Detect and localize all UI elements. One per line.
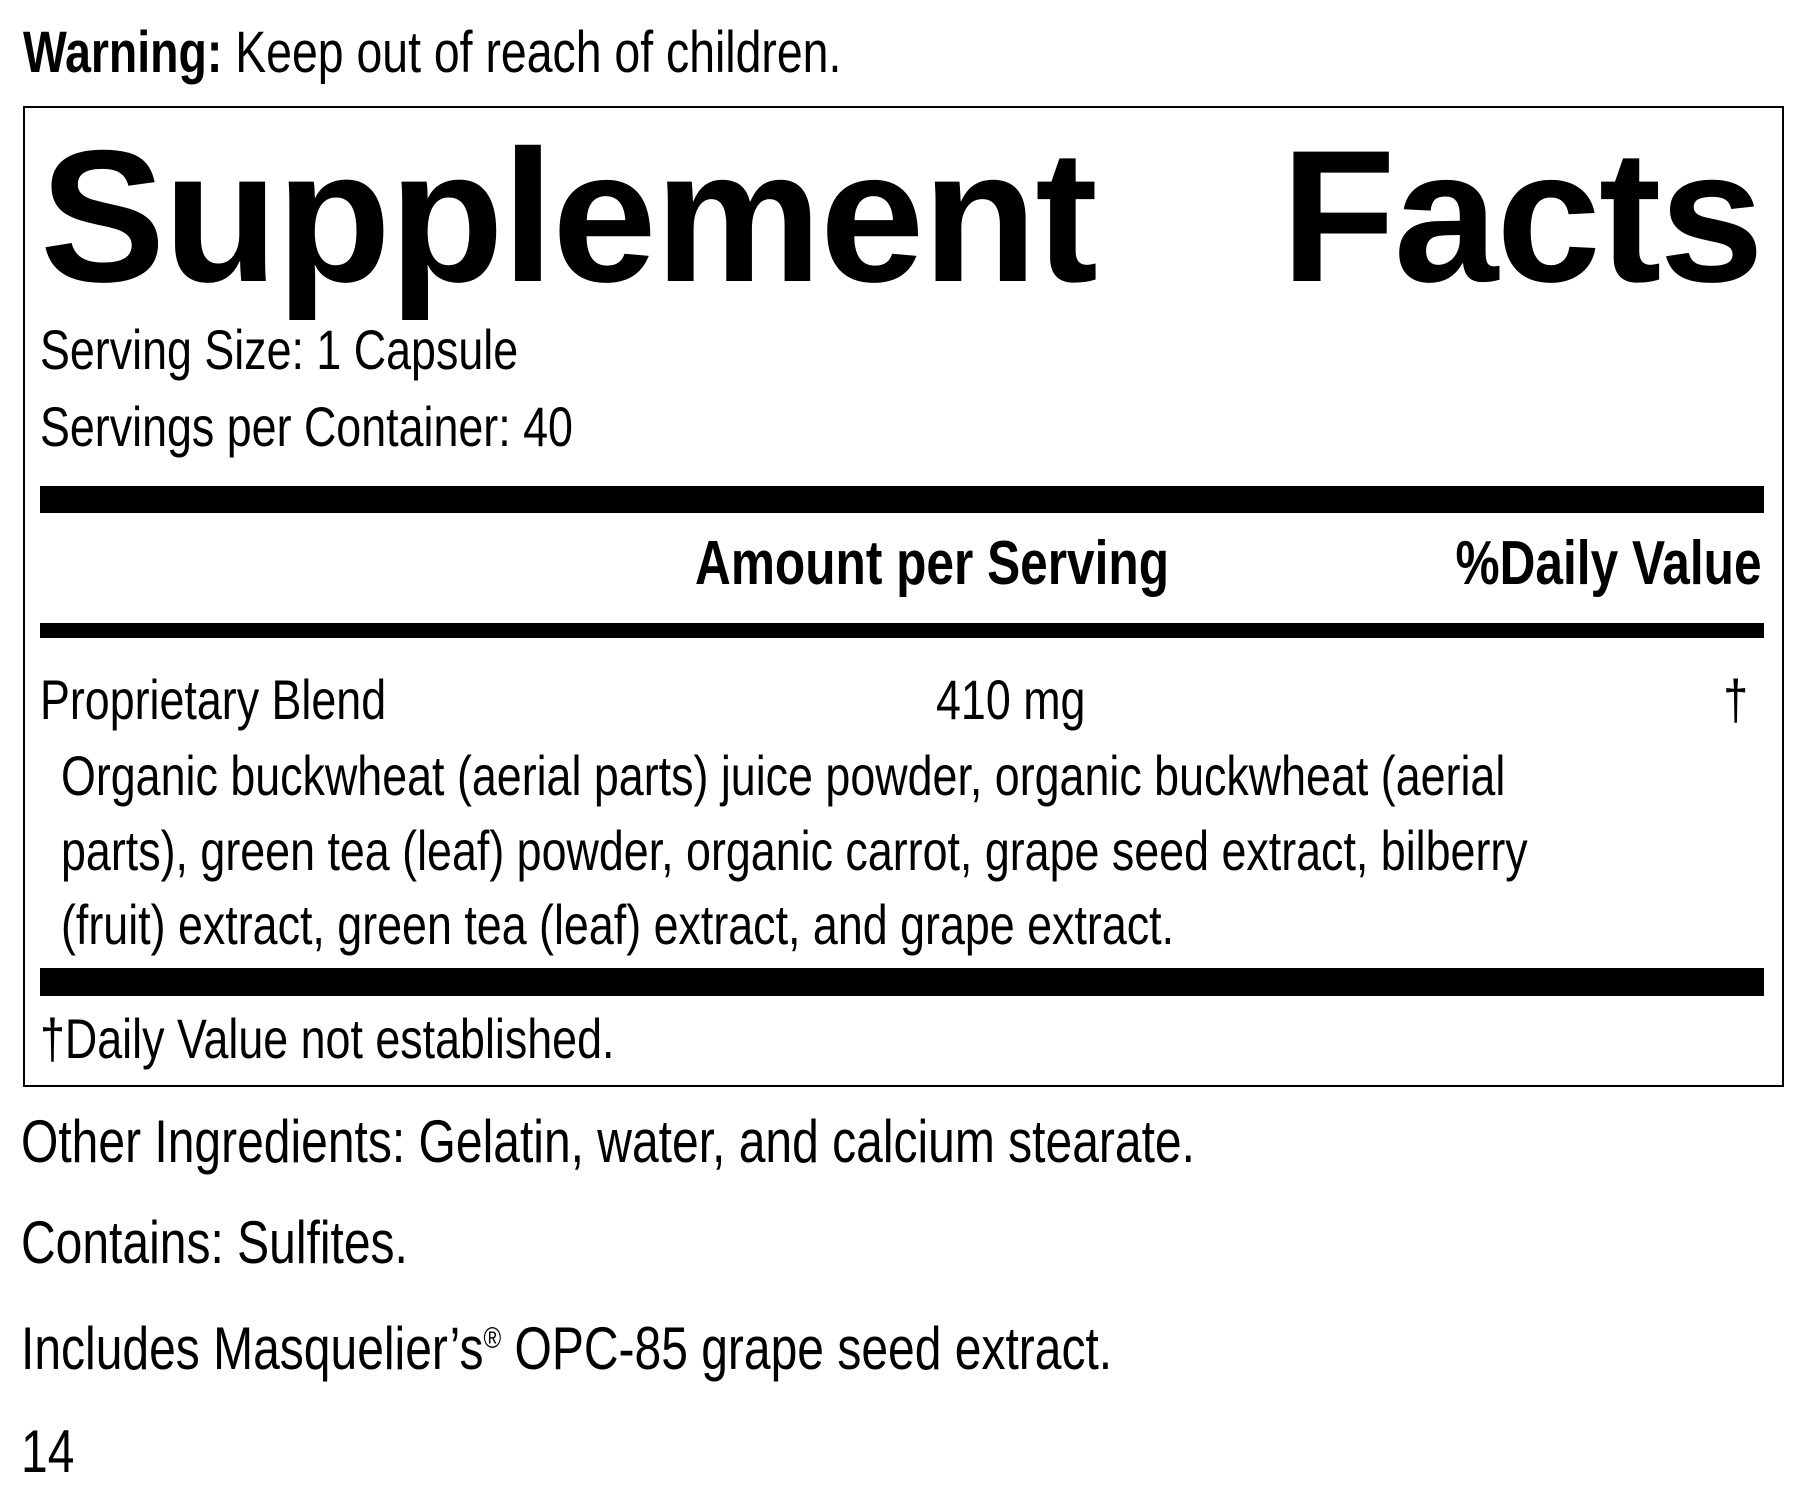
thick-divider [40, 968, 1764, 996]
amount-header: Amount per Serving [695, 529, 1170, 598]
serving-size: Serving Size: 1 Capsule [40, 318, 519, 381]
blend-line: Organic buckwheat (aerial parts) juice p… [61, 744, 1506, 807]
medium-divider [40, 623, 1764, 638]
supplement-facts-panel [23, 106, 1784, 1087]
servings-per-container: Servings per Container: 40 [40, 395, 573, 458]
contains-statement: Contains: Sulfites. [21, 1209, 408, 1276]
title-word: Facts [1280, 111, 1764, 321]
page-number: 14 [21, 1418, 75, 1485]
thick-divider [40, 486, 1764, 513]
title-word: Supplement [40, 111, 1098, 321]
registered-mark: ® [483, 1322, 502, 1355]
warning: Warning: Keep out of reach of children. [23, 24, 841, 82]
includes-statement: Includes Masquelier’s® OPC-85 grape seed… [21, 1319, 1112, 1379]
warning-text: Keep out of reach of children. [222, 20, 842, 85]
footnote: †Daily Value not established. [40, 1007, 615, 1070]
blend-line: (fruit) extract, green tea (leaf) extrac… [61, 893, 1175, 956]
blend-line: parts), green tea (leaf) powder, organic… [61, 819, 1528, 882]
other-ingredients: Other Ingredients: Gelatin, water, and c… [21, 1108, 1195, 1175]
includes-text: Includes Masquelier’s [21, 1315, 484, 1382]
warning-label: Warning: [23, 20, 223, 85]
nutrient-amount: 410 mg [936, 668, 1086, 731]
daily-value-header: %Daily Value [1455, 529, 1762, 598]
panel-title: Supplement Facts [40, 111, 1764, 321]
nutrient-name: Proprietary Blend [40, 668, 387, 731]
includes-text-rest: OPC-85 grape seed extract. [501, 1315, 1113, 1382]
nutrient-dv: † [1723, 668, 1748, 731]
